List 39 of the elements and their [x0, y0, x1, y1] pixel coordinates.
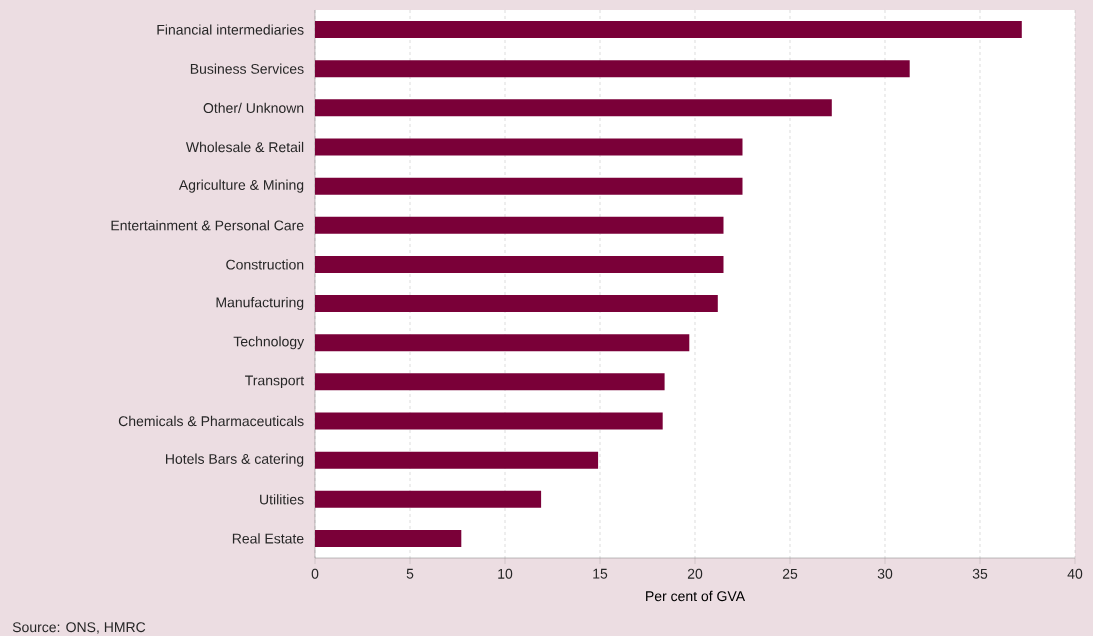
- y-tick-label: Entertainment & Personal Care: [111, 220, 304, 231]
- y-tick-label: Hotels Bars & catering: [166, 453, 304, 467]
- y-tick-label: Other/ Unknown: [203, 102, 304, 113]
- x-axis-title: Per cent of GVA: [646, 590, 746, 602]
- y-tick-label: Chemicals & Pharmaceuticals: [118, 415, 304, 427]
- y-tick-label: Wholesale & Retail: [185, 141, 304, 153]
- bar: [315, 99, 832, 117]
- x-tick-label: 20: [687, 568, 703, 579]
- x-tick-label: 35: [972, 568, 988, 579]
- x-tick-label: 10: [498, 568, 513, 579]
- bar: [315, 295, 718, 313]
- bar: [315, 529, 462, 547]
- x-tick-label: 15: [593, 568, 608, 579]
- y-tick-label: Construction: [226, 259, 304, 270]
- bar: [315, 490, 542, 508]
- bar: [315, 412, 663, 430]
- x-tick-label: 0: [311, 568, 319, 579]
- bar: [315, 255, 724, 273]
- bar: [315, 373, 665, 391]
- x-tick-label: 40: [1067, 568, 1083, 579]
- y-tick-label: Technology: [233, 336, 305, 350]
- x-tick-label: 30: [877, 568, 893, 579]
- y-tick-label: Transport: [245, 375, 305, 389]
- source-note: Source: ONS, HMRC: [12, 622, 146, 634]
- bar: [315, 216, 724, 234]
- y-tick-label: Financial intermediaries: [157, 24, 304, 35]
- bar: [315, 334, 690, 352]
- y-tick-label: Utilities: [260, 494, 304, 505]
- y-tick-label: Real Estate: [232, 533, 304, 544]
- x-tick-label: 5: [406, 568, 414, 579]
- bar: [315, 177, 743, 195]
- x-tick-label: 25: [782, 568, 798, 579]
- y-tick-label: Business Services: [190, 63, 304, 74]
- bar: [315, 451, 599, 469]
- y-tick-label: Agriculture & Mining: [178, 179, 304, 193]
- bar: [315, 60, 910, 78]
- bar: [315, 21, 1022, 39]
- bar: [315, 138, 743, 156]
- y-tick-label: Manufacturing: [216, 297, 304, 311]
